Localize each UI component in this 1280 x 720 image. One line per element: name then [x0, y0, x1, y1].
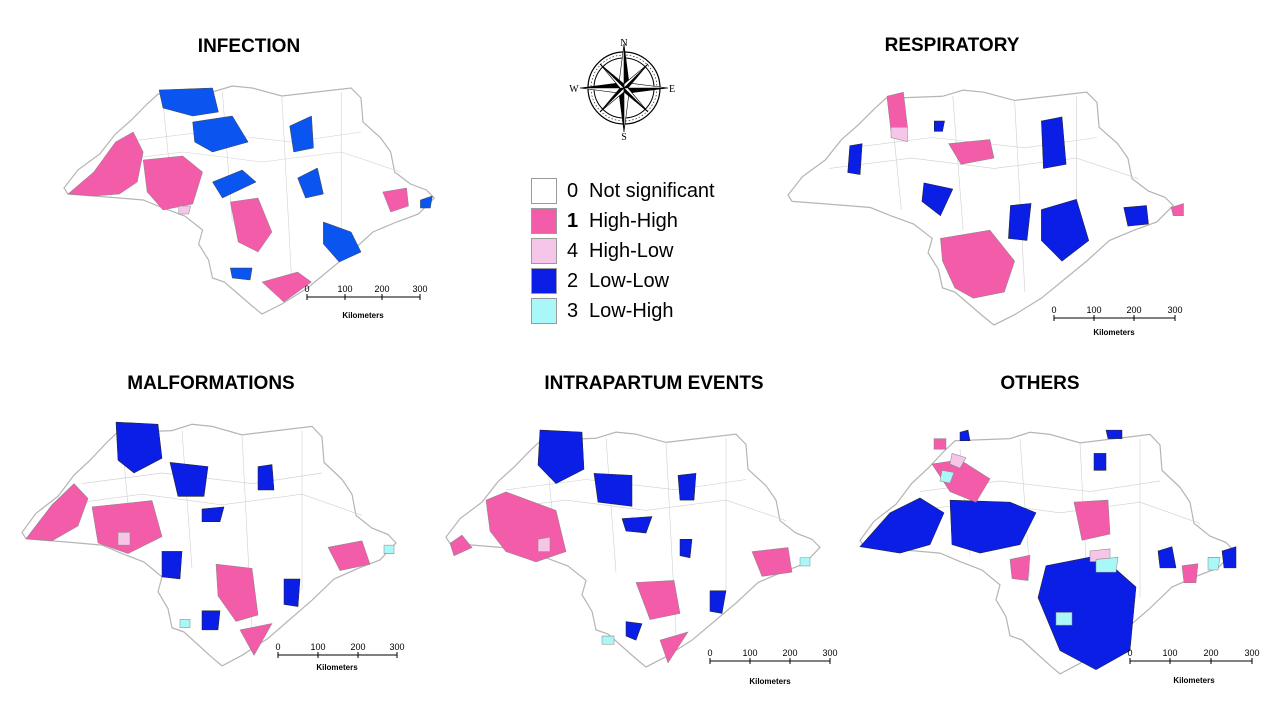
panel-title-malformations: MALFORMATIONS [127, 373, 295, 394]
map-others [859, 429, 1237, 675]
scale-unit: Kilometers [749, 677, 791, 686]
legend-code: 4 [567, 239, 579, 262]
scale-bar-respiratory: 0 100 200 300 Kilometers [1051, 305, 1182, 337]
legend-label: High-Low [589, 239, 674, 262]
panel-title-intrapartum-events: INTRAPARTUM EVENTS [544, 373, 764, 394]
scale-tick: 200 [782, 648, 797, 658]
scale-tick: 300 [389, 642, 404, 652]
scale-unit: Kilometers [316, 663, 358, 672]
map-respiratory [787, 89, 1184, 326]
scale-bar-infection: 0 100 200 300 Kilometers [304, 284, 427, 320]
legend-label: Low-Low [589, 269, 670, 292]
scale-bar-malformations: 0 100 200 300 Kilometers [275, 642, 404, 672]
scale-tick: 0 [304, 284, 309, 294]
panel-title-infection: INFECTION [197, 36, 301, 57]
scale-tick: 100 [1086, 305, 1101, 315]
scale-tick: 200 [374, 284, 389, 294]
scale-tick: 0 [275, 642, 280, 652]
map-malformations [21, 421, 397, 667]
scale-tick: 300 [1244, 648, 1259, 658]
scale-tick: 300 [822, 648, 837, 658]
compass-w-label: W [569, 84, 579, 95]
scale-tick: 100 [337, 284, 352, 294]
scale-tick: 200 [1126, 305, 1141, 315]
legend-code: 2 [567, 269, 579, 292]
scale-bar-others: 0 100 200 300 Kilometers [1127, 648, 1259, 685]
legend-item-not-significant: 0 Not significant [531, 176, 715, 206]
compass-n-label: N [620, 38, 627, 49]
scale-tick: 0 [1127, 648, 1132, 658]
legend: 0 Not significant 1 High-High 4 High-Low… [531, 176, 715, 326]
legend-item-low-low: 2 Low-Low [531, 266, 715, 296]
scale-unit: Kilometers [1093, 328, 1135, 337]
panel-title-respiratory: RESPIRATORY [884, 35, 1020, 56]
scale-tick: 300 [1167, 305, 1182, 315]
compass-e-label: E [669, 84, 675, 95]
scale-tick: 200 [1203, 648, 1218, 658]
scale-tick: 200 [350, 642, 365, 652]
legend-code: 0 [567, 179, 579, 202]
scale-tick: 100 [310, 642, 325, 652]
legend-swatch [531, 298, 557, 324]
scale-tick: 0 [707, 648, 712, 658]
scale-unit: Kilometers [342, 311, 384, 320]
map-infection [63, 85, 435, 315]
legend-code: 3 [567, 299, 579, 322]
scale-tick: 100 [1162, 648, 1177, 658]
compass-rose-icon: N S E W [569, 38, 675, 143]
scale-tick: 300 [412, 284, 427, 294]
legend-label: Low-High [589, 299, 674, 322]
scale-unit: Kilometers [1173, 676, 1215, 685]
legend-swatch [531, 208, 557, 234]
legend-label: Not significant [589, 179, 715, 202]
legend-item-low-high: 3 Low-High [531, 296, 715, 326]
legend-item-high-high: 1 High-High [531, 206, 715, 236]
scale-tick: 100 [742, 648, 757, 658]
legend-item-high-low: 4 High-Low [531, 236, 715, 266]
legend-swatch [531, 268, 557, 294]
legend-label: High-High [589, 209, 678, 232]
compass-s-label: S [621, 132, 627, 143]
legend-swatch [531, 238, 557, 264]
panel-title-others: OTHERS [1000, 373, 1080, 394]
scale-bar-intrapartum-events: 0 100 200 300 Kilometers [707, 648, 837, 686]
legend-code: 1 [567, 209, 579, 232]
legend-swatch [531, 178, 557, 204]
scale-tick: 0 [1051, 305, 1056, 315]
map-intrapartum-events [445, 429, 821, 668]
